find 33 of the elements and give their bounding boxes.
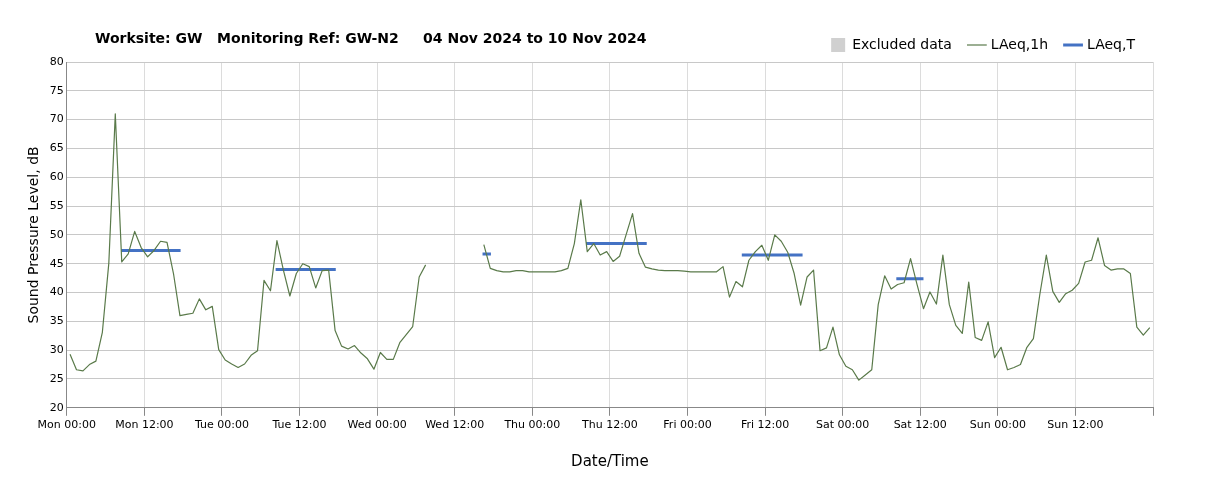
y-tick-label: 25	[49, 371, 64, 385]
x-tick-label: Tue 12:00	[271, 418, 327, 432]
x-tick-label: Sun 00:00	[969, 418, 1026, 432]
x-tick-label: Thu 00:00	[503, 418, 561, 432]
legend-label: Excluded data	[852, 35, 952, 52]
legend-label: LAeq,1h	[990, 35, 1049, 52]
y-tick-label: 80	[49, 54, 64, 68]
x-tick-label: Sat 00:00	[816, 418, 870, 432]
y-tick-label: 35	[49, 314, 64, 328]
y-tick-label: 40	[49, 285, 64, 299]
y-tick-label: 20	[49, 400, 64, 414]
y-tick-label: 75	[49, 83, 64, 97]
x-tick-label: Sun 12:00	[1047, 418, 1104, 432]
y-tick-label: 70	[49, 112, 64, 126]
y-tick-label: 45	[49, 256, 64, 270]
x-tick-label: Sat 12:00	[893, 418, 947, 432]
y-tick-label: 30	[49, 343, 64, 357]
chart-title: Worksite: GW Monitoring Ref: GW-N2 04 Nov 2024 to 10 Nov 2024	[95, 30, 647, 46]
legend-label: LAeq,T	[1087, 35, 1136, 52]
x-tick-label: Thu 12:00	[580, 418, 638, 432]
x-tick-label: Mon 12:00	[115, 418, 174, 432]
x-axis-title: Date/Time	[571, 451, 649, 470]
y-axis-title: Sound Pressure Level, dB	[25, 146, 42, 324]
y-tick-label: 50	[49, 227, 64, 241]
x-tick-label: Wed 00:00	[347, 418, 407, 432]
x-tick-label: Tue 00:00	[193, 418, 249, 432]
y-tick-label: 65	[49, 141, 64, 155]
x-tick-label: Wed 12:00	[425, 418, 485, 432]
x-tick-label: Fri 12:00	[740, 418, 790, 432]
x-tick-label: Fri 00:00	[663, 418, 712, 432]
y-tick-label: 55	[49, 198, 64, 212]
y-tick-label: 60	[49, 170, 64, 184]
x-tick-label: Mon 00:00	[37, 418, 96, 432]
